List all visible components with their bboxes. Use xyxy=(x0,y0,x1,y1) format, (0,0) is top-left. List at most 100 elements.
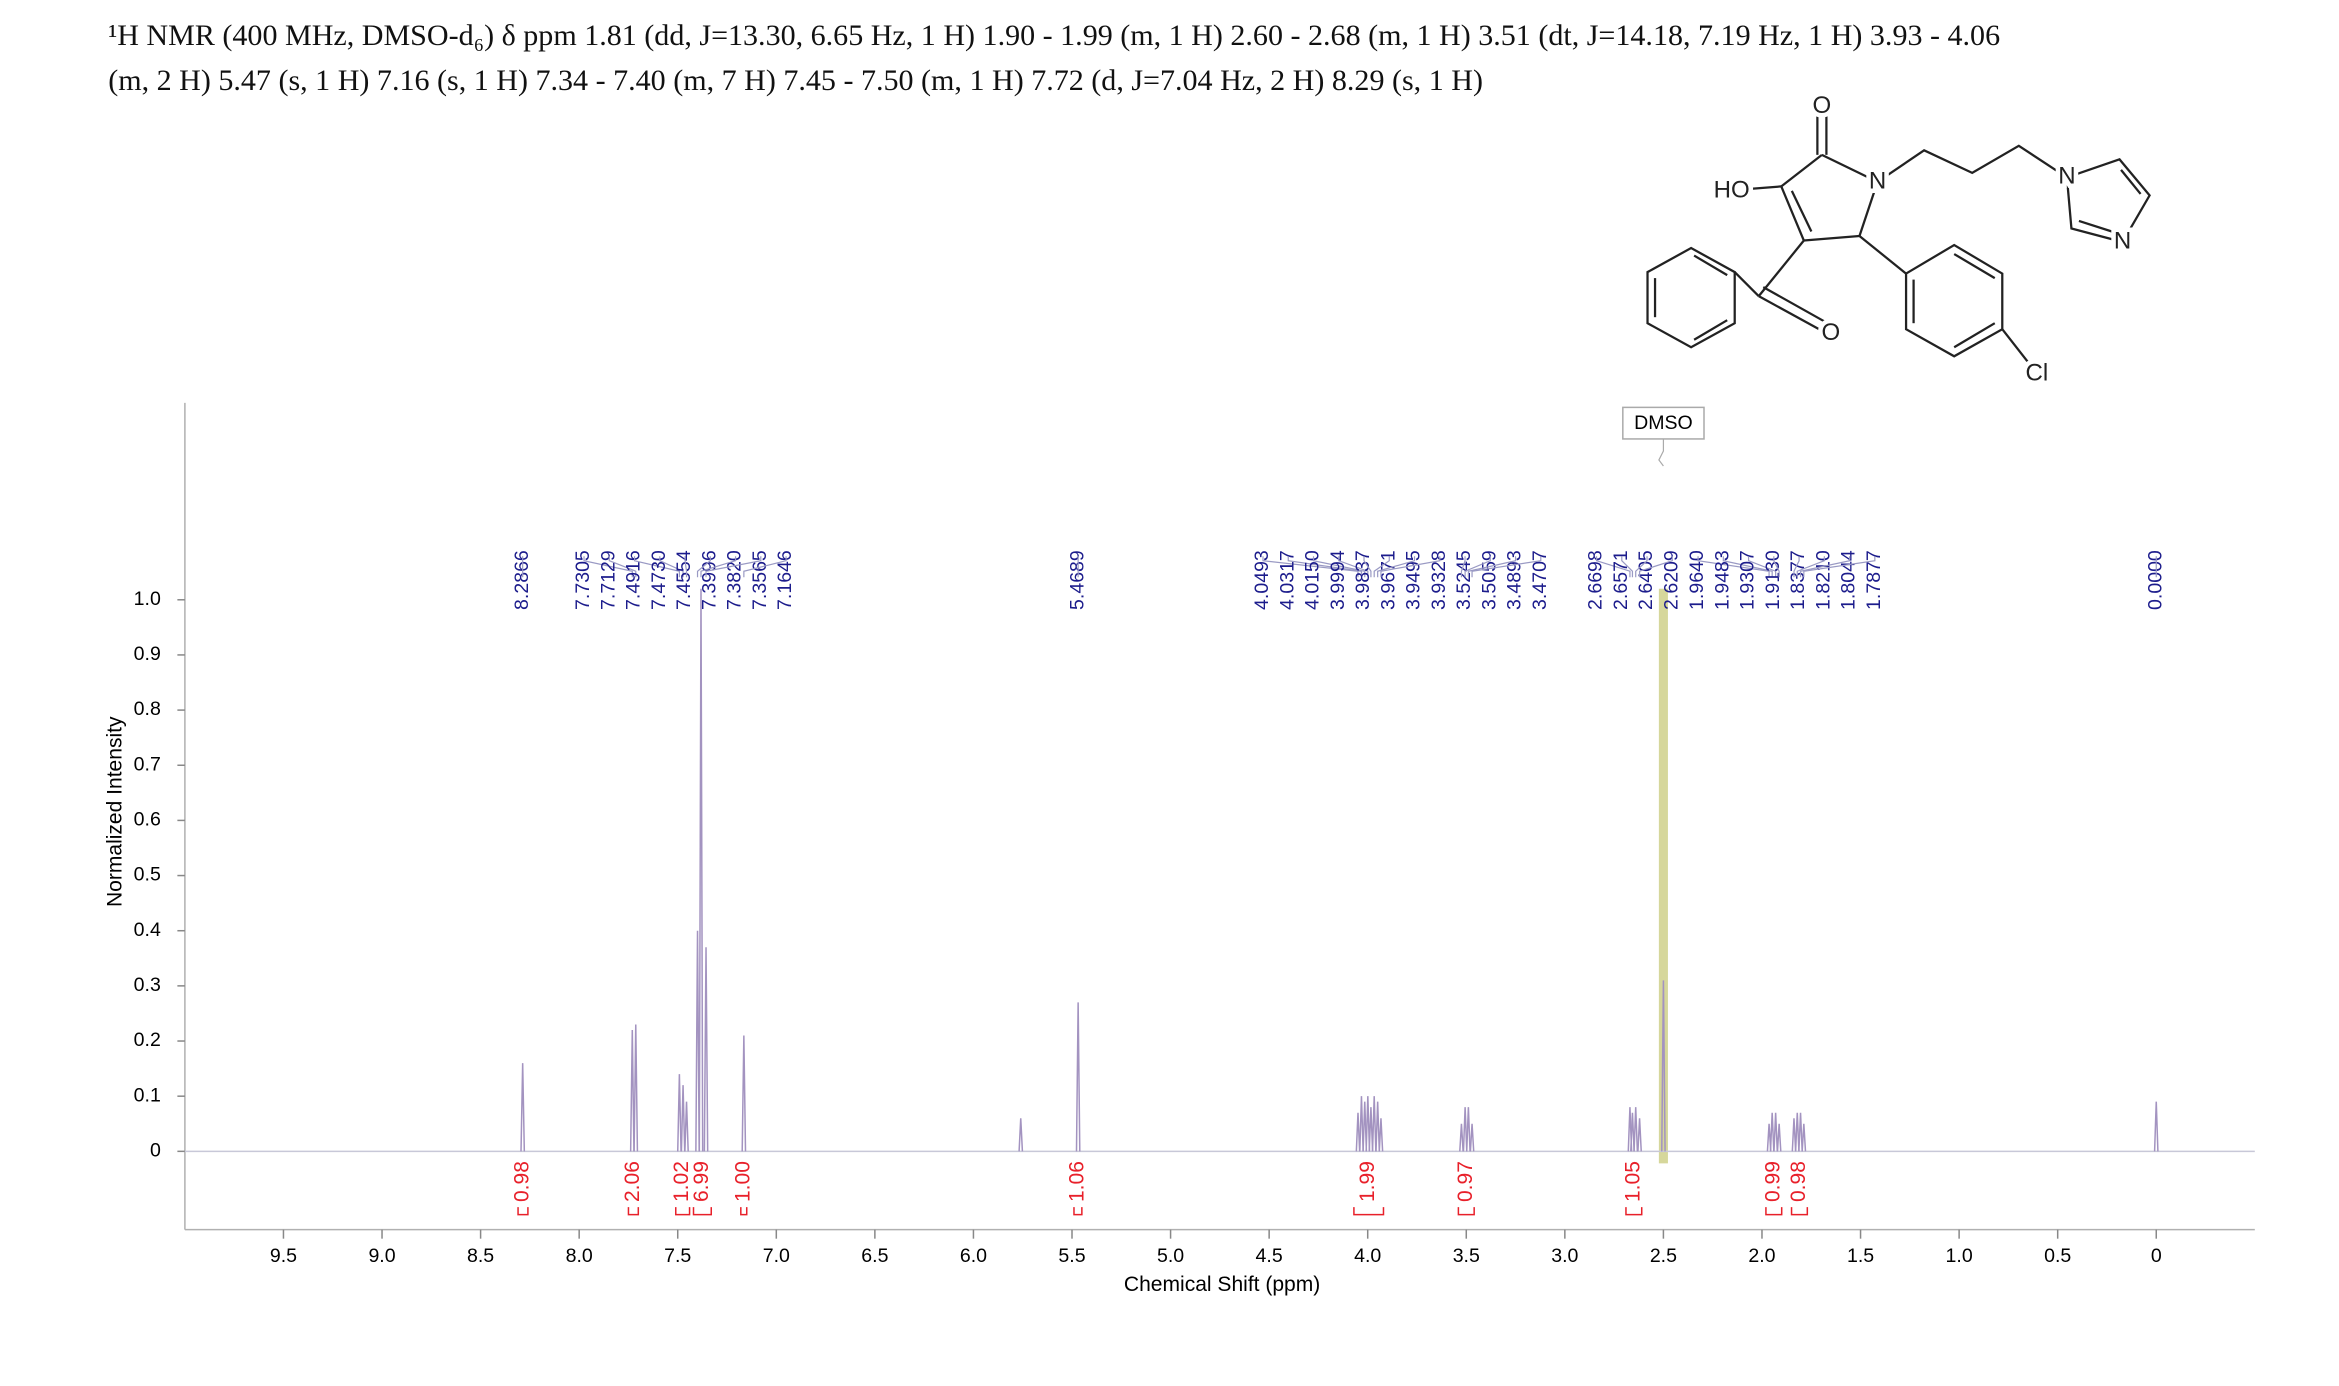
integral-label: 1.06 xyxy=(1065,1161,1088,1202)
peak-leader xyxy=(1460,556,1466,578)
bond xyxy=(2078,219,2117,235)
x-tick-label: 6.5 xyxy=(861,1245,888,1267)
peak-label: 1.9640 xyxy=(1686,550,1708,610)
integral-range xyxy=(1625,1207,1643,1216)
x-tick-label: 5.5 xyxy=(1058,1245,1085,1267)
bond xyxy=(1762,286,1826,323)
peak-leader xyxy=(1471,556,1542,578)
peak xyxy=(1365,1096,1371,1152)
atom-label: O xyxy=(1822,319,1841,346)
atom-label: N xyxy=(1869,167,1886,194)
bond xyxy=(1858,235,1907,275)
peak-label: 1.9307 xyxy=(1737,550,1759,610)
y-tick-label: 0.3 xyxy=(134,974,161,996)
chain xyxy=(1876,144,2068,183)
chart-title: (m, 2 H) 5.47 (s, 1 H) 7.16 (s, 1 H) 7.3… xyxy=(108,63,1483,97)
peak-label: 7.4554 xyxy=(673,550,695,610)
y-tick-label: 1.0 xyxy=(134,588,161,610)
integral-range xyxy=(675,1207,691,1216)
peak-leader xyxy=(1363,556,1372,578)
peak xyxy=(1769,1112,1775,1152)
y-tick-label: 0 xyxy=(150,1139,161,1161)
peak xyxy=(684,1101,689,1152)
x-tick-label: 7.0 xyxy=(763,1245,790,1267)
y-tick-label: 0.2 xyxy=(134,1029,161,1051)
peak-leader xyxy=(583,556,633,578)
peak xyxy=(698,588,704,1152)
integral-range xyxy=(740,1207,748,1216)
integral-range xyxy=(1765,1207,1783,1216)
y-tick-label: 0.9 xyxy=(134,643,161,665)
peak-label: 4.0493 xyxy=(1251,550,1273,610)
peak-label: 2.6571 xyxy=(1610,550,1632,610)
peak xyxy=(1362,1101,1368,1152)
peak-label: 7.3565 xyxy=(749,550,771,610)
bond xyxy=(1790,190,1813,232)
peak-label: 1.7877 xyxy=(1863,550,1885,610)
x-tick-label: 6.0 xyxy=(960,1245,987,1267)
y-tick-label: 0.4 xyxy=(134,919,161,941)
peak-label: 7.3820 xyxy=(724,550,746,610)
integral-range xyxy=(1457,1207,1475,1216)
x-tick-label: 3.5 xyxy=(1453,1245,1480,1267)
bond xyxy=(1821,153,1879,183)
peak-label: 4.0150 xyxy=(1302,550,1324,610)
bond xyxy=(1858,181,1879,237)
peak xyxy=(1791,1118,1797,1152)
peak-leader xyxy=(705,556,762,578)
peak-label: 1.8377 xyxy=(1787,550,1809,610)
peak xyxy=(1462,1107,1468,1152)
x-tick-label: 0.5 xyxy=(2044,1245,2071,1267)
peak-leader xyxy=(1773,556,1780,578)
bond xyxy=(1780,185,1805,241)
solvent-band xyxy=(1658,588,1668,1164)
peak xyxy=(1630,1112,1635,1152)
peak-label: 7.7129 xyxy=(597,550,619,610)
peak-leader xyxy=(608,556,637,578)
integral-label: 0.98 xyxy=(1787,1161,1810,1202)
peak-leader xyxy=(1722,556,1773,578)
peak-leader xyxy=(1287,556,1363,578)
peak xyxy=(1801,1123,1807,1152)
integral-label: 1.05 xyxy=(1621,1161,1644,1202)
peak-label: 3.9994 xyxy=(1327,550,1349,610)
peak xyxy=(1378,1118,1384,1152)
peak xyxy=(1459,1123,1464,1152)
peak-label: 7.1646 xyxy=(774,550,796,610)
bond xyxy=(1693,254,1728,277)
peak xyxy=(1359,1096,1364,1152)
peak-label: 3.9837 xyxy=(1352,550,1374,610)
peak-leader xyxy=(1621,556,1634,578)
integral-range xyxy=(517,1207,529,1216)
x-axis-title: Chemical Shift (ppm) xyxy=(1124,1273,1320,1296)
peak-leader xyxy=(659,556,684,578)
peak xyxy=(1637,1118,1642,1152)
peak xyxy=(520,1063,526,1152)
structure: O HO N N N O Cl xyxy=(1646,88,2151,391)
peak xyxy=(1798,1112,1803,1152)
atom-label: HO xyxy=(1714,176,1750,203)
x-tick-label: 0 xyxy=(2151,1245,2162,1267)
peak-label: 3.9671 xyxy=(1377,550,1399,610)
peak-label: 2.6405 xyxy=(1635,550,1657,610)
y-tick-label: 0.7 xyxy=(134,753,161,775)
atom-label: O xyxy=(1813,92,1832,119)
peak xyxy=(1075,1002,1081,1152)
bond xyxy=(1757,239,1805,297)
peak-leader xyxy=(1796,556,1825,578)
x-tick-label: 8.5 xyxy=(467,1245,494,1267)
peak xyxy=(1794,1112,1800,1152)
peak-label: 1.9130 xyxy=(1762,550,1784,610)
integral-label: 0.99 xyxy=(1761,1161,1784,1202)
bond xyxy=(1780,153,1823,188)
ring xyxy=(2065,158,2151,244)
ring xyxy=(1646,246,1736,349)
x-tick-label: 4.0 xyxy=(1354,1245,1381,1267)
y-tick-label: 0.8 xyxy=(134,698,161,720)
y-axis-title: Normalized Intensity xyxy=(103,716,126,907)
peak-label: 4.0317 xyxy=(1276,550,1298,610)
bond xyxy=(2001,328,2031,365)
peak xyxy=(676,1074,682,1152)
